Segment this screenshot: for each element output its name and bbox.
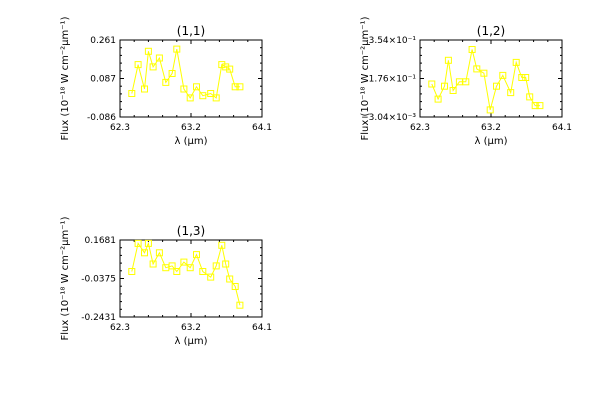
y-axis-label: Flux (10⁻¹⁸ W cm⁻²μm⁻¹) (360, 16, 371, 140)
series-line (131, 49, 240, 99)
x-tick-label: 63.2 (181, 123, 201, 133)
data-point (128, 268, 136, 275)
x-tick-label: 63.2 (481, 123, 501, 133)
x-tick-label: 62.3 (410, 123, 430, 133)
data-point (428, 80, 436, 88)
data-point (531, 102, 539, 110)
y-tick-label: 1.76×10⁻¹ (369, 75, 417, 85)
data-point (226, 65, 234, 73)
data-point (486, 106, 494, 114)
data-point (144, 47, 152, 55)
data-point (155, 54, 163, 62)
data-point (526, 93, 534, 101)
data-point (444, 56, 452, 64)
data-point (218, 61, 226, 69)
data-point (493, 82, 500, 90)
data-point (218, 241, 226, 249)
data-point (212, 262, 220, 270)
chart-panel-2: (1,2) 62.3 63.2 64.1 3.54×10⁻¹ 1.76×10⁻¹ −3.04… (360, 16, 572, 147)
data-point (141, 85, 148, 93)
data-point (134, 61, 142, 69)
x-tick-label: 64.1 (252, 323, 272, 333)
data-point (522, 74, 530, 81)
data-point (468, 46, 476, 53)
data-point (199, 268, 207, 275)
data-point (231, 83, 239, 91)
x-tick-label: 62.3 (110, 123, 130, 133)
x-tick-label: 64.1 (252, 123, 272, 133)
series-line (431, 49, 540, 111)
data-point (193, 83, 200, 91)
data-point (236, 83, 244, 91)
data-point (434, 95, 442, 103)
data-point (168, 70, 176, 77)
data-point (473, 65, 481, 73)
data-point (499, 71, 507, 79)
data-point (226, 275, 234, 283)
data-point (180, 85, 188, 93)
y-axis-label: Flux (10⁻¹⁸ W cm⁻²μm⁻¹) (60, 16, 71, 140)
data-point (155, 249, 163, 257)
data-point (512, 58, 520, 66)
data-point (180, 258, 188, 266)
data-point (186, 94, 194, 102)
y-tick-label: 0.261 (90, 36, 116, 46)
y-axis-label: Flux (10⁻¹⁸ W cm⁻²μm⁻¹) (60, 216, 71, 340)
data-point (162, 78, 170, 86)
chart-title: (1,1) (177, 24, 205, 38)
data-point (168, 262, 176, 270)
data-point (173, 45, 181, 53)
data-point (199, 92, 207, 100)
chart-panel-1: (1,1) 62.3 63.2 64.1 0.261 0.087 -0.086 λ (μm) F… (60, 16, 272, 147)
data-point (236, 301, 244, 309)
x-axis-label: λ (μm) (174, 336, 207, 347)
data-point (186, 264, 194, 272)
y-tick-label: −3.04×10⁻³ (361, 113, 416, 123)
data-point (207, 90, 215, 97)
chart-panel-3: (1,3) 62.3 63.2 64.1 0.1681 -0.0375 -0.2431 λ (… (60, 216, 272, 347)
y-tick-label: 0.087 (90, 75, 116, 85)
x-tick-label: 62.3 (110, 323, 130, 333)
y-tick-label: -0.2431 (81, 313, 116, 323)
data-point (144, 239, 152, 247)
data-point (149, 63, 157, 71)
data-point (462, 78, 470, 86)
data-point (441, 82, 448, 90)
data-point (222, 63, 230, 71)
y-tick-label: 0.1681 (85, 236, 117, 246)
data-point (212, 94, 220, 102)
x-axis-label: λ (μm) (474, 136, 507, 147)
chart-title: (1,3) (177, 224, 205, 238)
series-line (131, 241, 241, 306)
data-point (134, 239, 142, 247)
data-point (149, 260, 157, 268)
x-tick-label: 63.2 (181, 323, 201, 333)
data-point (480, 69, 488, 77)
data-point (193, 251, 200, 259)
data-point (231, 283, 239, 290)
data-point (222, 260, 230, 268)
chart-title: (1,2) (477, 24, 505, 38)
data-point (173, 268, 181, 275)
data-point (518, 74, 526, 81)
data-point (141, 249, 148, 257)
y-tick-label: -0.086 (87, 113, 116, 123)
y-tick-label: -0.0375 (81, 275, 116, 285)
data-point (207, 273, 215, 281)
x-tick-label: 64.1 (552, 123, 572, 133)
y-tick-label: 3.54×10⁻¹ (369, 36, 417, 46)
data-point (507, 89, 515, 97)
x-axis-label: λ (μm) (174, 136, 207, 147)
data-point (128, 90, 136, 97)
data-point (536, 102, 544, 110)
data-point (449, 87, 457, 94)
